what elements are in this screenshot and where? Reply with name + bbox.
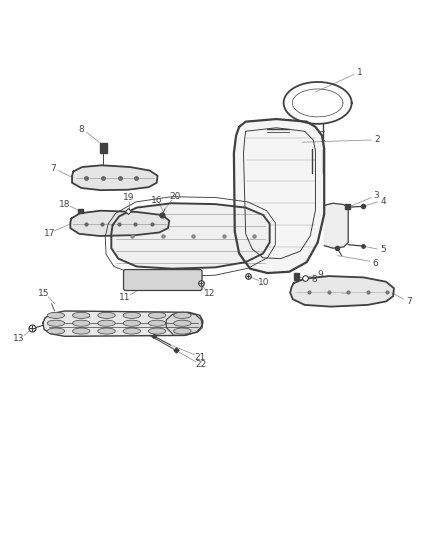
Text: 4: 4 <box>379 197 385 206</box>
Bar <box>99 143 107 153</box>
Text: 15: 15 <box>37 289 49 298</box>
Text: 2: 2 <box>374 135 379 143</box>
Text: ——: —— <box>340 291 351 296</box>
Bar <box>293 273 298 280</box>
Text: 7: 7 <box>405 297 411 306</box>
Ellipse shape <box>173 328 191 334</box>
Ellipse shape <box>47 320 64 326</box>
Ellipse shape <box>173 320 191 326</box>
Bar <box>344 204 350 209</box>
Ellipse shape <box>98 328 115 334</box>
Ellipse shape <box>72 312 90 318</box>
Text: 21: 21 <box>194 353 205 362</box>
Polygon shape <box>166 312 201 335</box>
Text: 17: 17 <box>43 229 55 238</box>
Ellipse shape <box>148 320 166 326</box>
Ellipse shape <box>148 312 166 318</box>
Text: 8: 8 <box>78 125 84 134</box>
Text: 20: 20 <box>169 192 180 201</box>
Ellipse shape <box>47 312 64 318</box>
Ellipse shape <box>123 328 140 334</box>
Polygon shape <box>323 203 347 248</box>
Text: 3: 3 <box>373 191 378 200</box>
Ellipse shape <box>123 320 140 326</box>
Text: 13: 13 <box>13 334 25 343</box>
Polygon shape <box>70 211 169 236</box>
Ellipse shape <box>98 320 115 326</box>
Polygon shape <box>233 119 323 273</box>
Polygon shape <box>283 82 351 124</box>
Polygon shape <box>111 203 269 269</box>
Text: 10: 10 <box>258 278 269 287</box>
Text: 9: 9 <box>316 270 322 279</box>
Text: 8: 8 <box>311 275 316 284</box>
Text: 19: 19 <box>123 193 134 202</box>
Text: 18: 18 <box>59 200 71 208</box>
Polygon shape <box>72 165 157 190</box>
Polygon shape <box>43 311 202 336</box>
Ellipse shape <box>173 312 191 318</box>
Text: 6: 6 <box>372 259 378 268</box>
Ellipse shape <box>47 328 64 334</box>
Ellipse shape <box>123 312 140 318</box>
Bar <box>78 209 83 213</box>
FancyBboxPatch shape <box>123 270 201 290</box>
Text: 5: 5 <box>380 245 385 254</box>
Text: 16: 16 <box>151 196 162 205</box>
Ellipse shape <box>148 328 166 334</box>
Ellipse shape <box>72 320 90 326</box>
Polygon shape <box>290 276 393 306</box>
Text: 1: 1 <box>356 68 362 77</box>
Text: 7: 7 <box>50 164 56 173</box>
Ellipse shape <box>98 312 115 318</box>
Ellipse shape <box>72 328 90 334</box>
Text: 12: 12 <box>204 289 215 298</box>
Text: 22: 22 <box>195 360 206 369</box>
Text: 11: 11 <box>118 293 130 302</box>
